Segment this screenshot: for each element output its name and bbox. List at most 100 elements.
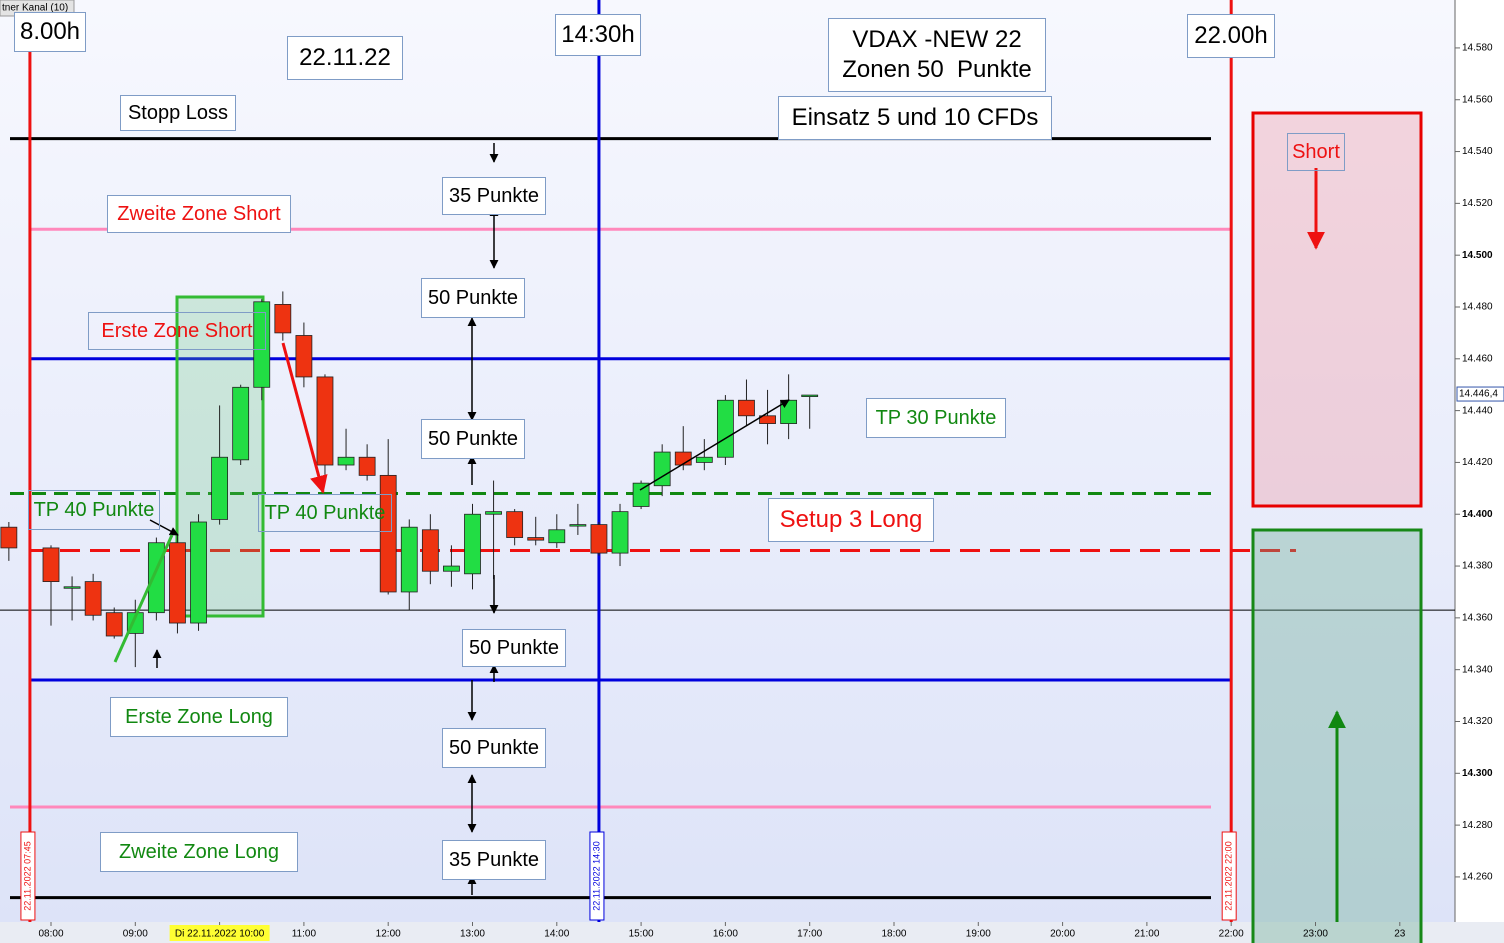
x-tick-label: 09:00 [123, 929, 148, 940]
annotation: 50 Punkte [442, 728, 546, 768]
x-tick-label: 17:00 [797, 929, 822, 940]
candle-body [569, 524, 587, 527]
x-tick-label: 13:00 [460, 929, 485, 940]
y-tick-label: 14.560 [1462, 94, 1493, 105]
candle-body [759, 415, 776, 424]
x-tick-label: 20:00 [1050, 929, 1075, 940]
y-axis-strip [1455, 0, 1504, 943]
time-label: 22.11.2022 07:45 [22, 841, 32, 910]
candle-body [611, 511, 629, 554]
candle-body [295, 335, 313, 378]
annotation: TP 40 Punkte [258, 494, 392, 532]
x-tick-label: 22:00 [1219, 929, 1244, 940]
time-label: 22.11.2022 22:00 [1224, 841, 1234, 910]
annotation: 14:30h [555, 14, 641, 56]
candle-body [42, 547, 60, 582]
x-tick-label: 12:00 [376, 929, 401, 940]
annotation: TP 40 Punkte [28, 490, 160, 530]
annotation: Zweite Zone Short [107, 195, 291, 233]
candle-body [147, 542, 165, 614]
time-tag [20, 831, 36, 921]
time-tag [589, 831, 605, 921]
x-tick-label: 21:00 [1134, 929, 1159, 940]
candle-body [590, 524, 608, 554]
annotation: Stopp Loss [120, 95, 236, 131]
annotation: 22.11.22 [287, 36, 403, 80]
candle-body [358, 456, 376, 476]
candle-body [443, 565, 460, 572]
candle-body [400, 526, 418, 593]
candle-body [274, 303, 292, 334]
price-tag [1456, 386, 1504, 402]
annotation: 8.00h [14, 12, 86, 52]
y-tick-label: 14.320 [1462, 716, 1493, 727]
candle-body [105, 612, 123, 637]
annotation: Setup 3 Long [768, 498, 934, 542]
y-tick-label: 14.520 [1462, 198, 1493, 209]
annotation: 22.00h [1187, 14, 1275, 58]
candle-body [337, 456, 355, 466]
candle-body [716, 399, 734, 458]
y-tick-label: 14.420 [1462, 457, 1493, 468]
x-tick-label: 11:00 [292, 929, 317, 940]
candle-body [0, 526, 18, 549]
y-tick-label: 14.440 [1462, 405, 1493, 416]
arrows [149, 143, 790, 895]
candle-body [548, 529, 566, 544]
price-label: 14.446,4 [1459, 389, 1498, 400]
candle-body [190, 521, 207, 624]
x-axis-strip [0, 922, 1504, 943]
x-tick-label: 18:00 [881, 929, 906, 940]
annotation: Zweite Zone Long [100, 832, 298, 872]
y-tick-label: 14.360 [1462, 613, 1493, 624]
candle-body [632, 482, 650, 507]
y-tick-label: 14.380 [1462, 561, 1493, 572]
green-trend [113, 534, 174, 663]
candle-body [232, 386, 250, 461]
candle-body [485, 511, 502, 515]
y-tick-label: 14.500 [1462, 250, 1493, 261]
x-tick-label: 15:00 [629, 929, 654, 940]
y-tick-label: 14.480 [1462, 302, 1493, 313]
y-tick-label: 14.300 [1462, 768, 1493, 779]
candle-body [421, 529, 439, 572]
x-tick-label: 23 [1394, 929, 1406, 940]
arrow [639, 399, 790, 491]
candle-body [738, 399, 755, 417]
candle-body [316, 376, 334, 466]
annotation: 35 Punkte [442, 177, 546, 215]
time-label: 22.11.2022 14:30 [591, 841, 601, 910]
candle-body [169, 542, 186, 624]
annotation: 35 Punkte [442, 840, 546, 880]
annotation: 50 Punkte [421, 278, 525, 318]
annotation: TP 30 Punkte [866, 398, 1006, 438]
date-highlight [169, 925, 270, 941]
candle-body [695, 456, 713, 463]
short-zone [1251, 111, 1423, 508]
candle-body [84, 581, 102, 616]
y-tick-label: 14.280 [1462, 820, 1493, 831]
x-tick-label: Di 22.11.2022 10:00 [175, 929, 265, 940]
annotation: 50 Punkte [462, 629, 566, 667]
annotation: Short [1287, 133, 1345, 171]
y-tick-label: 14.260 [1462, 872, 1493, 883]
x-tick-label: 14:00 [544, 929, 569, 940]
annotation: 50 Punkte [421, 419, 525, 459]
candle-body [63, 586, 81, 589]
y-tick-label: 14.580 [1462, 43, 1493, 54]
candle-body [653, 451, 671, 487]
candle-body [801, 394, 819, 397]
time-tag [1221, 831, 1237, 921]
candle-body [527, 537, 545, 541]
y-tick-label: 14.340 [1462, 664, 1493, 675]
red-arrow [281, 342, 328, 494]
candle-body [506, 511, 524, 538]
arrow [149, 519, 179, 536]
y-tick-label: 14.460 [1462, 353, 1493, 364]
indicator-label: tner Kanal (10) [2, 3, 68, 14]
candle-body [464, 513, 481, 575]
y-tick-label: 14.400 [1462, 509, 1493, 520]
annotation-box: VDAX -NEW 22 Zonen 50 Punkte [828, 18, 1046, 92]
